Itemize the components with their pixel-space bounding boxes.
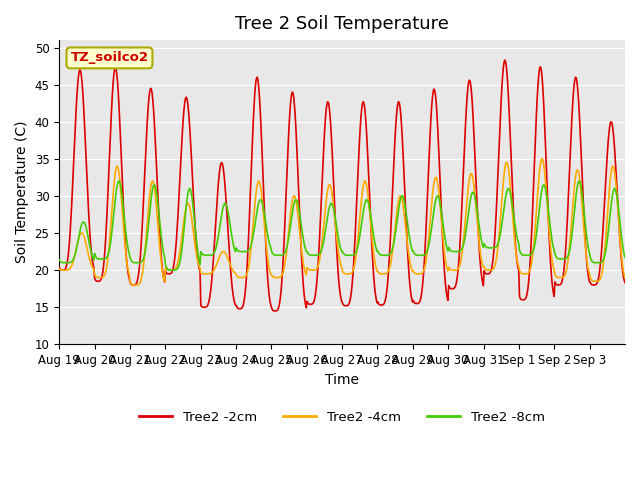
Y-axis label: Soil Temperature (C): Soil Temperature (C) [15, 121, 29, 264]
X-axis label: Time: Time [325, 372, 359, 386]
Text: TZ_soilco2: TZ_soilco2 [70, 51, 148, 64]
Title: Tree 2 Soil Temperature: Tree 2 Soil Temperature [235, 15, 449, 33]
Legend: Tree2 -2cm, Tree2 -4cm, Tree2 -8cm: Tree2 -2cm, Tree2 -4cm, Tree2 -8cm [134, 406, 550, 429]
